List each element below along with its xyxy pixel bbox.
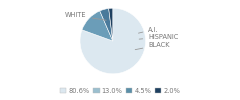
Text: HISPANIC: HISPANIC (139, 34, 179, 40)
Text: WHITE: WHITE (65, 12, 106, 20)
Wedge shape (82, 11, 113, 41)
Wedge shape (100, 8, 113, 41)
Wedge shape (80, 8, 146, 74)
Legend: 80.6%, 13.0%, 4.5%, 2.0%: 80.6%, 13.0%, 4.5%, 2.0% (57, 85, 183, 97)
Text: BLACK: BLACK (135, 42, 170, 50)
Text: A.I.: A.I. (138, 26, 159, 33)
Wedge shape (109, 8, 113, 41)
